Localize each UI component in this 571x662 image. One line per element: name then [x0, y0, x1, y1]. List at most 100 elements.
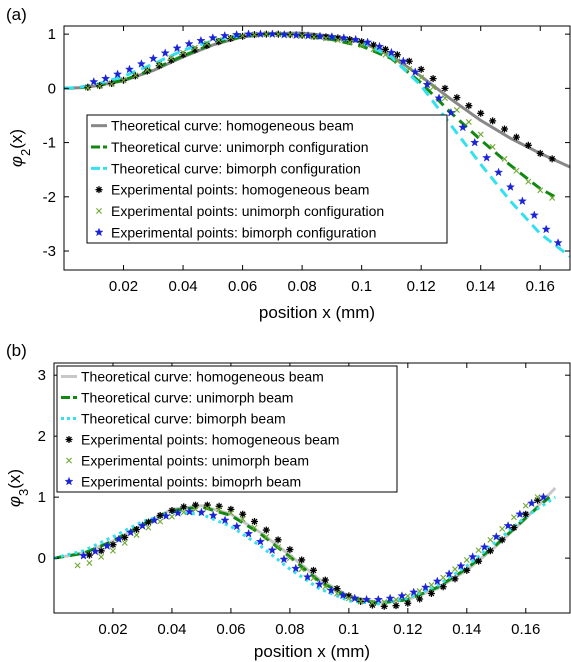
- legend-label: Theoretical curve: bimorph configuration: [111, 160, 361, 176]
- series-5: [84, 31, 556, 201]
- x-tick-label: 0.04: [168, 278, 197, 295]
- data-point: [267, 545, 277, 555]
- data-point: [513, 167, 520, 174]
- data-point: [430, 84, 437, 91]
- data-point: [536, 149, 544, 157]
- data-point: [456, 561, 466, 570]
- data-point: [410, 67, 420, 76]
- data-point: [397, 591, 407, 600]
- data-point: [463, 556, 470, 563]
- data-point: [215, 502, 223, 510]
- y-tick-label: 2: [38, 428, 46, 445]
- data-point: [220, 30, 230, 40]
- data-point: [358, 41, 365, 48]
- data-point: [404, 599, 412, 607]
- legend-label: Theoretical curve: homogeneous beam: [81, 369, 324, 385]
- data-point: [279, 554, 289, 564]
- data-point: [311, 33, 318, 40]
- data-point: [133, 525, 141, 533]
- data-point: [428, 581, 435, 588]
- x-tick-label: 0.14: [452, 621, 481, 638]
- data-point: [309, 566, 317, 574]
- legend-label: Theoretical curve: homogeneous beam: [111, 118, 354, 134]
- x-tick-label: 0.12: [393, 621, 422, 638]
- data-point: [381, 599, 388, 606]
- data-point: [434, 93, 444, 102]
- chart-panel-1: (a) 0.02 0.04 0.06 0.08 0.1 0.12 0.14 0.16 1 0 -1 -2…: [6, 5, 571, 322]
- data-point: [299, 32, 306, 39]
- data-point: [362, 594, 372, 604]
- legend-item: Theoretical curve: bimorph beam: [61, 411, 286, 427]
- data-point: [65, 436, 73, 443]
- data-point: [429, 75, 437, 83]
- data-point: [510, 514, 517, 521]
- data-point: [291, 30, 301, 40]
- data-point: [310, 575, 317, 582]
- x-tick-label: 0.08: [275, 621, 304, 638]
- data-point: [168, 507, 176, 515]
- data-point: [527, 498, 537, 508]
- data-point: [406, 65, 413, 72]
- data-point: [322, 33, 330, 41]
- data-point: [232, 521, 242, 531]
- data-point: [380, 602, 388, 610]
- data-point: [64, 476, 74, 486]
- data-point: [385, 593, 395, 603]
- data-point: [499, 525, 506, 532]
- data-point: [121, 539, 128, 546]
- data-point: [432, 576, 442, 586]
- data-point: [517, 196, 527, 206]
- data-point: [346, 36, 354, 44]
- data-point: [204, 505, 211, 512]
- y-axis-label-subscript: 3: [16, 489, 31, 496]
- data-point: [416, 588, 423, 595]
- data-point: [393, 51, 401, 59]
- data-point: [326, 585, 336, 595]
- data-point: [97, 547, 105, 555]
- x-tick-label: 0.02: [98, 621, 127, 638]
- series-4: [85, 496, 542, 610]
- data-point: [124, 64, 135, 74]
- data-point: [322, 583, 329, 590]
- data-point: [534, 494, 541, 501]
- data-point: [368, 601, 376, 609]
- data-point: [279, 29, 289, 39]
- data-point: [489, 143, 496, 150]
- data-point: [477, 109, 485, 117]
- data-point: [538, 492, 549, 502]
- data-point: [427, 589, 435, 597]
- data-point: [215, 38, 223, 46]
- data-point: [157, 518, 164, 525]
- data-point: [334, 34, 342, 42]
- series-2: [54, 496, 551, 605]
- y-tick-label: 0: [48, 80, 56, 97]
- y-axis-label-symbol: φ: [7, 156, 26, 167]
- data-point: [232, 29, 242, 39]
- data-point: [108, 81, 115, 88]
- data-point: [482, 152, 492, 162]
- data-point: [298, 556, 306, 564]
- y-axis-label-symbol: φ: [5, 496, 24, 507]
- data-point: [85, 551, 93, 559]
- plot-area: [54, 486, 557, 610]
- data-point: [144, 518, 152, 526]
- data-point: [251, 31, 258, 38]
- data-point: [393, 596, 400, 603]
- data-point: [338, 590, 348, 600]
- legend-item: Experimental points: homogeneous beam: [95, 182, 369, 198]
- data-point: [522, 502, 529, 509]
- data-point: [251, 518, 259, 526]
- data-point: [239, 510, 247, 518]
- data-point: [191, 44, 198, 51]
- data-point: [357, 598, 364, 605]
- series-5: [74, 494, 541, 606]
- data-point: [262, 526, 270, 534]
- data-point: [180, 49, 187, 56]
- data-point: [109, 547, 116, 554]
- data-point: [548, 155, 556, 163]
- data-point: [255, 536, 265, 546]
- series-line: [54, 486, 557, 605]
- data-point: [227, 34, 234, 41]
- x-tick-label: 0.16: [526, 278, 555, 295]
